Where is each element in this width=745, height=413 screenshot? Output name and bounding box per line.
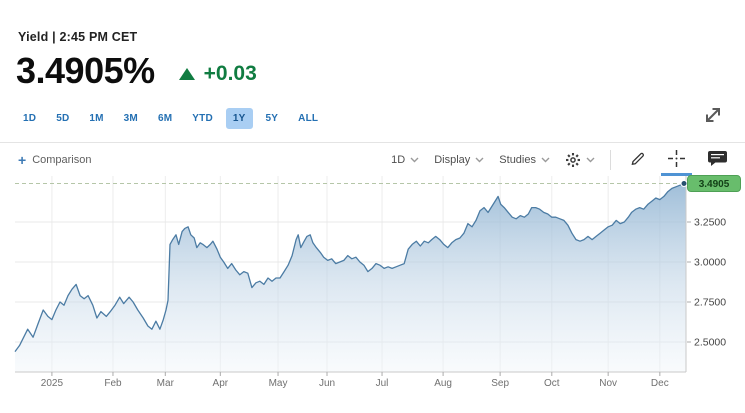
last-point-dot xyxy=(680,180,688,188)
range-tab-5y[interactable]: 5Y xyxy=(259,108,286,129)
range-tab-6m[interactable]: 6M xyxy=(151,108,179,129)
display-dropdown[interactable]: Display xyxy=(434,154,484,166)
commentary-button[interactable] xyxy=(704,148,731,173)
interval-dropdown-label: 1D xyxy=(391,154,406,166)
x-axis-label: Jun xyxy=(319,378,335,389)
chart-axes: 2025 Feb Mar Apr May Jun Jul Aug Sep Oct Nov Dec 3.2… xyxy=(15,176,726,389)
quote-value: 3.4905% xyxy=(16,50,155,91)
x-axis-label: May xyxy=(269,378,288,389)
x-axis-label: Aug xyxy=(434,378,452,389)
y-axis-label: 2.5000 xyxy=(694,337,726,349)
settings-dropdown[interactable] xyxy=(565,152,595,168)
x-axis-label: Mar xyxy=(157,378,175,389)
quote-row: 3.4905% +0.03 xyxy=(16,50,257,92)
comparison-label: Comparison xyxy=(32,154,92,166)
current-value-badge-text: 3.4905 xyxy=(699,179,730,190)
display-dropdown-label: Display xyxy=(434,154,471,166)
current-value-badge xyxy=(687,175,741,193)
expand-chart-button[interactable] xyxy=(699,102,727,130)
x-axis-label: Feb xyxy=(104,378,122,389)
yield-area xyxy=(15,183,686,372)
x-axis-label: Dec xyxy=(651,378,669,389)
yield-chart[interactable]: 2025 Feb Mar Apr May Jun Jul Aug Sep Oct Nov Dec 3.2… xyxy=(0,170,745,413)
gear-icon xyxy=(566,153,580,167)
x-axis-label: Oct xyxy=(544,378,560,389)
range-tab-1y[interactable]: 1Y xyxy=(225,108,253,129)
x-axis-label: Jul xyxy=(376,378,389,389)
y-axis-label: 2.7500 xyxy=(694,297,726,309)
change-value: +0.03 xyxy=(203,62,257,85)
chevron-down-icon xyxy=(410,157,419,163)
x-axis-label: Sep xyxy=(491,378,509,389)
y-axis-label: 3.2500 xyxy=(694,217,726,229)
quote-change: +0.03 xyxy=(178,62,257,86)
chevron-down-icon xyxy=(541,157,550,163)
range-tab-5d[interactable]: 5D xyxy=(49,108,76,129)
range-tabs: 1D 5D 1M 3M 6M YTD 1Y 5Y ALL xyxy=(16,108,325,129)
chart-series xyxy=(14,182,687,372)
x-axis-label: Apr xyxy=(213,378,229,389)
draw-tool-button[interactable] xyxy=(626,148,649,173)
quote-label: Yield | 2:45 PM CET xyxy=(18,30,138,44)
x-axis-label: 2025 xyxy=(41,378,64,389)
separator-line xyxy=(0,142,745,143)
pencil-icon xyxy=(631,152,644,165)
comment-icon xyxy=(708,150,727,166)
studies-dropdown-label: Studies xyxy=(499,154,536,166)
chevron-down-icon xyxy=(475,157,484,163)
range-tab-1d[interactable]: 1D xyxy=(16,108,43,129)
chevron-down-icon xyxy=(586,157,595,163)
current-value-layer: 3.4905 xyxy=(15,175,741,193)
range-tab-ytd[interactable]: YTD xyxy=(185,108,220,129)
toolbar-divider xyxy=(610,150,611,170)
crosshair-tool-button[interactable] xyxy=(661,147,692,176)
studies-dropdown[interactable]: Studies xyxy=(499,154,550,166)
x-axis-label: Nov xyxy=(599,378,617,389)
add-comparison-button[interactable]: + Comparison xyxy=(18,153,92,167)
range-tab-1m[interactable]: 1M xyxy=(82,108,110,129)
y-axis-label: 3.0000 xyxy=(694,257,726,269)
plus-icon: + xyxy=(18,152,27,168)
interval-dropdown[interactable]: 1D xyxy=(391,154,419,166)
chart-area[interactable]: 2025 Feb Mar Apr May Jun Jul Aug Sep Oct Nov Dec 3.2… xyxy=(0,170,745,413)
chart-toolbar: + Comparison 1D Display Studies xyxy=(0,145,745,176)
range-tab-all[interactable]: ALL xyxy=(291,108,325,129)
range-tab-3m[interactable]: 3M xyxy=(117,108,145,129)
crosshair-icon xyxy=(668,149,685,167)
chart-toolbar-right: 1D Display Studies xyxy=(391,147,731,176)
expand-arrows-icon xyxy=(706,108,720,122)
yield-line xyxy=(14,182,687,352)
up-triangle-icon xyxy=(178,68,195,80)
